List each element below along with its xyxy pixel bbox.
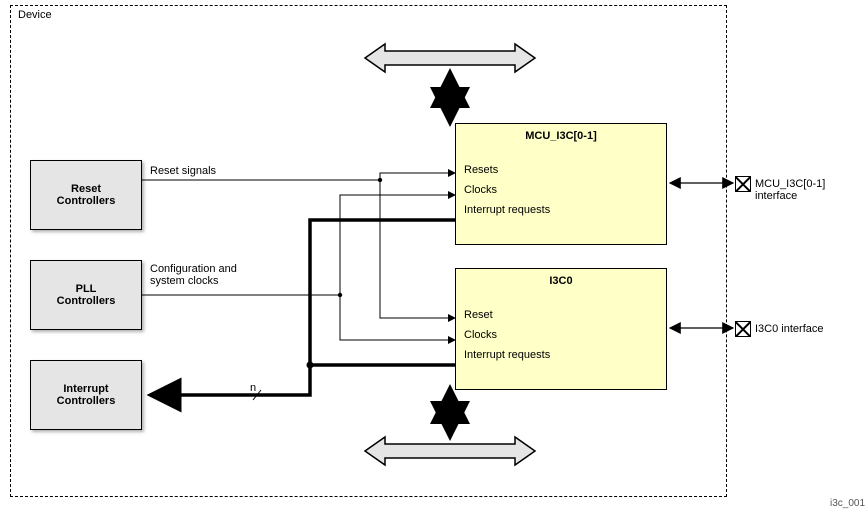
reset-controllers-label: Reset Controllers bbox=[57, 183, 116, 207]
mcu-interrupts-label: Interrupt requests bbox=[456, 202, 666, 218]
figure-id: i3c_001 bbox=[830, 498, 865, 509]
mcu-resets-label: Resets bbox=[456, 162, 666, 178]
device-label: Device bbox=[18, 9, 52, 21]
i3c0-module: I3C0 Reset Clocks Interrupt requests bbox=[455, 268, 667, 390]
reset-signals-label: Reset signals bbox=[150, 165, 216, 177]
mcu-interface-pad bbox=[735, 176, 751, 192]
pll-signals-label: Configuration and system clocks bbox=[150, 263, 237, 287]
i3c0-interrupts-label: Interrupt requests bbox=[456, 347, 666, 363]
reset-controllers-box: Reset Controllers bbox=[30, 160, 142, 230]
diagram-canvas: Device Reset Controllers PLL Controllers… bbox=[0, 0, 868, 511]
i3c0-interface-pad bbox=[735, 321, 751, 337]
i3c0-title: I3C0 bbox=[456, 269, 666, 293]
mcu-clocks-label: Clocks bbox=[456, 182, 666, 198]
n-label: n bbox=[250, 382, 256, 394]
interrupt-controllers-box: Interrupt Controllers bbox=[30, 360, 142, 430]
i3c0-interface-label: I3C0 interface bbox=[755, 323, 823, 335]
pll-controllers-label: PLL Controllers bbox=[57, 283, 116, 307]
i3c0-clocks-label: Clocks bbox=[456, 327, 666, 343]
interrupt-controllers-label: Interrupt Controllers bbox=[57, 383, 116, 407]
cbass0-label: CBASS0 bbox=[400, 445, 500, 457]
mcu-interface-label: MCU_I3C[0-1] interface bbox=[755, 178, 868, 202]
i3c0-reset-label: Reset bbox=[456, 307, 666, 323]
pll-controllers-box: PLL Controllers bbox=[30, 260, 142, 330]
mcu-i3c-title: MCU_I3C[0-1] bbox=[456, 124, 666, 148]
mcu-cbass0-label: MCU_CBASS0 bbox=[400, 52, 500, 64]
mcu-i3c-module: MCU_I3C[0-1] Resets Clocks Interrupt req… bbox=[455, 123, 667, 245]
